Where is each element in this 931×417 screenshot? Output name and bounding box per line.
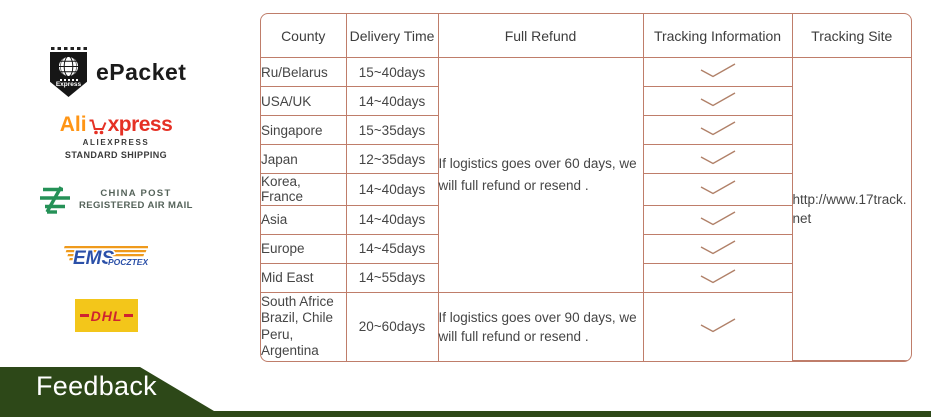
table-row: USA/UK 14~40days: [261, 86, 911, 117]
header-tracking-site: Tracking Site: [792, 14, 911, 59]
refund-policy-90-cell: If logistics goes over 90 days, we will …: [438, 292, 644, 361]
checkmark-icon: [700, 210, 735, 225]
delivery-cell: 15~40days: [346, 57, 439, 88]
country-cell: Mid East: [261, 263, 347, 293]
table-header-row: County Delivery Time Full Refund Trackin…: [261, 14, 911, 59]
ems-sub-label: POCZTEX: [108, 257, 148, 267]
delivery-cell: 14~40days: [346, 173, 439, 206]
country-cell: Korea, France: [261, 173, 347, 206]
aliexpress-brand-xpress: xpress: [107, 113, 173, 136]
country-cell: South Africe Brazil, Chile Peru, Argenti…: [261, 292, 347, 361]
checkmark-icon: [700, 240, 735, 254]
table-row: Asia 14~40days: [261, 205, 911, 235]
dhl-logo: DHL: [75, 299, 138, 332]
table-row: Singapore 15~35days: [261, 115, 911, 146]
country-cell: Asia: [261, 205, 347, 235]
dhl-stripe: [124, 314, 134, 317]
country-cell: Europe: [261, 234, 347, 264]
delivery-cell: 14~40days: [346, 86, 439, 117]
table-row: Korea, France 14~40days: [261, 173, 911, 206]
table-row: Japan 12~35days: [261, 144, 911, 175]
feedback-label: Feedback: [36, 371, 157, 401]
cart-icon: [89, 119, 106, 135]
country-cell: Ru/Belarus: [261, 57, 347, 88]
ems-name: EMS: [73, 248, 115, 269]
table-row: Mid East 14~55days: [261, 263, 911, 293]
tracking-check-cell: [643, 115, 793, 146]
refund-policy-60-cell: If logistics goes over 60 days, we will …: [438, 57, 644, 293]
delivery-cell: 14~40days: [346, 205, 439, 235]
checkmark-icon: [700, 92, 735, 107]
tracking-check-cell: [643, 173, 793, 206]
perforation-dashes: [50, 47, 87, 50]
checkmark-icon: [700, 121, 735, 136]
aliexpress-caption: ALIEXPRESS: [82, 138, 150, 147]
checkmark-icon: [700, 150, 735, 165]
shipping-table: County Delivery Time Full Refund Trackin…: [260, 13, 912, 362]
epacket-badge-label: Express: [55, 81, 82, 88]
feedback-banner: Feedback: [0, 367, 931, 417]
dhl-name: DHL: [90, 307, 123, 324]
table-row: South Africe Brazil, Chile Peru, Argenti…: [261, 292, 911, 361]
tracking-check-cell: [643, 263, 793, 293]
delivery-cell: 14~45days: [346, 234, 439, 264]
dhl-stripe: [79, 314, 89, 317]
tracking-site-cell: http://www.17track.net: [792, 57, 911, 361]
ems-logo: EMS POCZTEX: [56, 242, 150, 275]
country-cell: Japan: [261, 144, 347, 175]
country-cell: USA/UK: [261, 86, 347, 117]
tracking-check-cell: [643, 292, 793, 361]
epacket-shield-icon: Express: [50, 47, 87, 97]
header-full-refund: Full Refund: [438, 14, 644, 59]
standard-shipping-caption: STANDARD SHIPPING: [64, 150, 168, 160]
tracking-check-cell: [643, 234, 793, 264]
tracking-check-cell: [643, 57, 793, 88]
delivery-cell: 15~35days: [346, 115, 439, 146]
delivery-cell: 14~55days: [346, 263, 439, 293]
china-post-line1: CHINA POST: [100, 188, 172, 199]
tracking-check-cell: [643, 205, 793, 235]
checkmark-icon: [700, 180, 735, 195]
header-county: County: [261, 14, 347, 59]
epacket-name: ePacket: [96, 58, 187, 85]
tracking-check-cell: [643, 144, 793, 175]
checkmark-icon: [700, 318, 735, 332]
china-post-emblem-icon: [40, 186, 70, 214]
delivery-cell: 12~35days: [346, 144, 439, 175]
epacket-logo: Express ePacket: [50, 47, 186, 97]
header-tracking-information: Tracking Information: [643, 14, 793, 59]
shield-dashes: [59, 79, 78, 81]
table-row: Ru/Belarus 15~40days If logistics goes o…: [261, 57, 911, 361]
checkmark-icon: [700, 269, 735, 284]
aliexpress-brand-ali: Ali: [59, 113, 87, 136]
china-post-line2: REGISTERED AIR MAIL: [79, 199, 193, 211]
tracking-check-cell: [643, 86, 793, 117]
china-post-logo: CHINA POST REGISTERED AIR MAIL: [38, 184, 193, 215]
header-delivery-time: Delivery Time: [346, 14, 439, 59]
country-cell: Singapore: [261, 115, 347, 146]
aliexpress-logo: Ali xpress ALIEXPRESS STANDARD SHIPPING: [55, 113, 177, 161]
checkmark-icon: [700, 63, 735, 78]
ems-wings-icon: EMS POCZTEX: [63, 246, 150, 271]
globe-icon: [57, 55, 80, 78]
delivery-cell: 20~60days: [346, 292, 439, 361]
table-row: Europe 14~45days: [261, 234, 911, 264]
